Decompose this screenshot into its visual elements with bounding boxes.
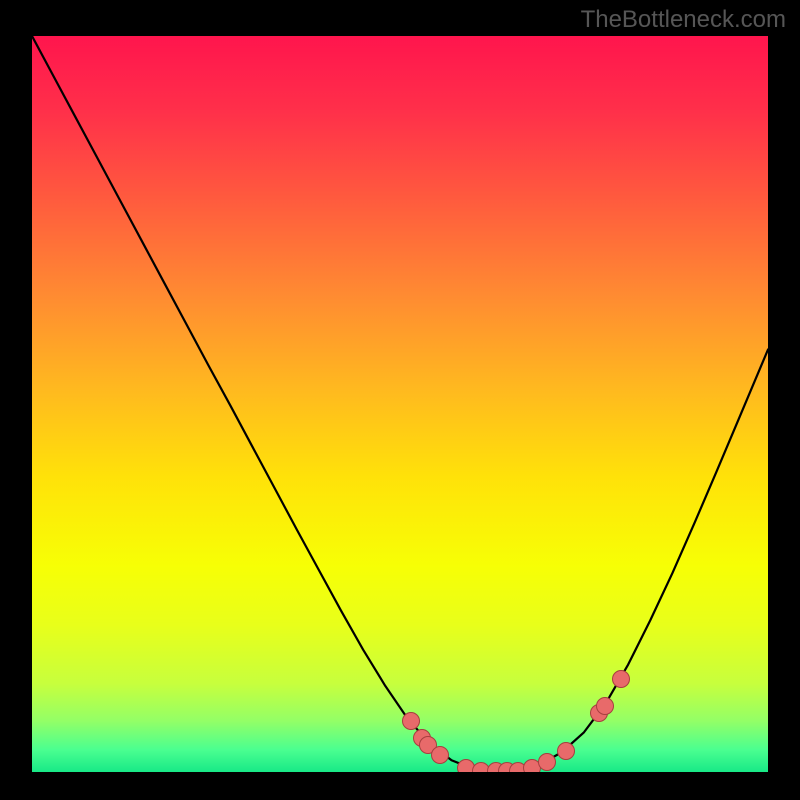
data-point-marker [402,712,420,730]
watermark-text: TheBottleneck.com [581,6,786,34]
data-point-marker [431,746,449,764]
plot-area [32,36,768,772]
data-point-marker [557,742,575,760]
data-point-marker [596,697,614,715]
data-point-marker [612,670,630,688]
markers-layer [32,36,768,772]
data-point-marker [538,753,556,771]
